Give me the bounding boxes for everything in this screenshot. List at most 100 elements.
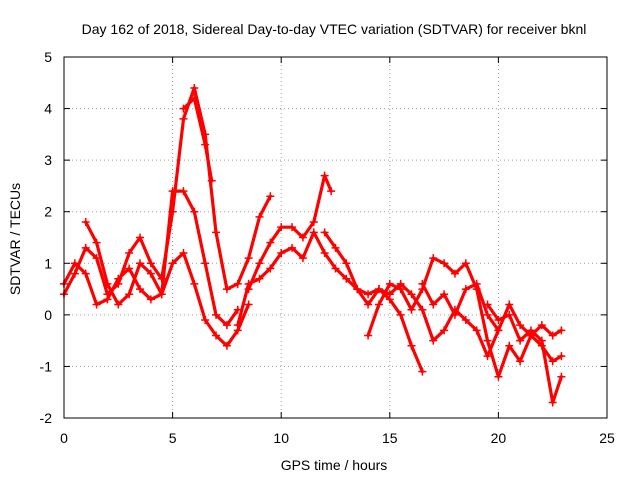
data-point-marker [81,218,90,227]
data-point-marker [125,248,134,257]
data-point-marker [190,83,199,92]
data-point-marker [92,238,101,247]
data-point-marker [233,279,242,288]
data-point-marker [557,352,566,361]
data-point-marker [342,274,351,283]
chart-title: Day 162 of 2018, Sidereal Day-to-day VTE… [82,21,587,37]
data-point-marker [429,336,438,345]
data-point-marker [494,372,503,381]
data-point-marker [461,316,470,325]
data-point-marker [179,104,188,113]
data-point-marker [114,300,123,309]
data-point-marker [472,326,481,335]
data-point-marker [233,321,242,330]
data-point-marker [342,259,351,268]
data-point-marker [516,336,525,345]
x-tick-label: 0 [60,430,68,446]
data-point-marker [418,279,427,288]
data-point-marker [557,326,566,335]
data-point-marker [320,248,329,257]
data-point-marker [146,259,155,268]
data-point-marker [125,264,134,273]
data-point-marker [461,285,470,294]
data-point-marker [309,218,318,227]
data-point-marker [70,259,79,268]
data-point-marker [407,305,416,314]
data-point-marker [440,259,449,268]
data-point-marker [483,300,492,309]
data-point-marker [440,326,449,335]
data-point-marker [212,331,221,340]
data-point-marker [201,259,210,268]
data-point-marker [201,316,210,325]
data-point-marker [81,269,90,278]
data-point-marker [407,341,416,350]
data-point-marker [288,223,297,232]
x-tick-label: 25 [599,430,615,446]
series-track-line [420,282,564,338]
data-point-marker [136,259,145,268]
series-track-line [236,230,424,374]
data-point-marker [212,310,221,319]
data-point-marker [516,321,525,330]
data-point-marker [146,269,155,278]
data-point-marker [483,336,492,345]
data-point-marker [222,321,231,330]
y-tick-label: 2 [44,204,52,220]
data-point-marker [331,243,340,252]
x-tick-label: 15 [382,430,398,446]
data-point-marker [429,254,438,263]
data-point-marker [418,305,427,314]
data-point-marker [136,233,145,242]
data-point-marker [114,274,123,283]
data-point-marker [244,279,253,288]
data-point-marker [309,228,318,237]
data-point-marker [396,310,405,319]
data-point-marker [505,300,514,309]
data-point-marker [548,357,557,366]
data-point-marker [103,279,112,288]
series-satellite-track-7 [320,228,503,361]
series-track-line [485,302,564,405]
data-point-marker [298,233,307,242]
data-point-marker [450,269,459,278]
data-point-marker [548,398,557,407]
x-tick-label: 20 [491,430,507,446]
data-point-marker [168,187,177,196]
data-point-marker [255,274,264,283]
y-tick-label: -1 [40,358,53,374]
series-satellite-track-3 [81,218,253,350]
plot-frame [63,56,608,419]
data-point-marker [244,254,253,263]
data-point-marker [92,300,101,309]
data-point-marker [429,300,438,309]
series-track-line [84,220,251,348]
data-point-marker [70,269,79,278]
y-tick-label: 0 [44,307,52,323]
data-point-marker [396,285,405,294]
data-point-marker [385,290,394,299]
series-satellite-track-5 [244,171,336,294]
data-point-marker [266,264,275,273]
data-point-marker [190,94,199,103]
x-tick-label: 5 [169,430,177,446]
data-point-marker [103,295,112,304]
data-point-marker [353,285,362,294]
data-point-marker [179,248,188,257]
data-point-marker [320,228,329,237]
data-point-marker [516,357,525,366]
series-satellite-track-4 [179,94,216,185]
y-tick-label: -2 [40,410,53,426]
data-point-marker [472,279,481,288]
data-point-marker [298,254,307,263]
data-point-marker [483,352,492,361]
data-point-marker [331,264,340,273]
data-point-marker [136,285,145,294]
data-point-marker [201,140,210,149]
y-tick-label: 1 [44,255,52,271]
data-point-marker [327,187,336,196]
data-point-marker [288,243,297,252]
data-point-marker [146,295,155,304]
